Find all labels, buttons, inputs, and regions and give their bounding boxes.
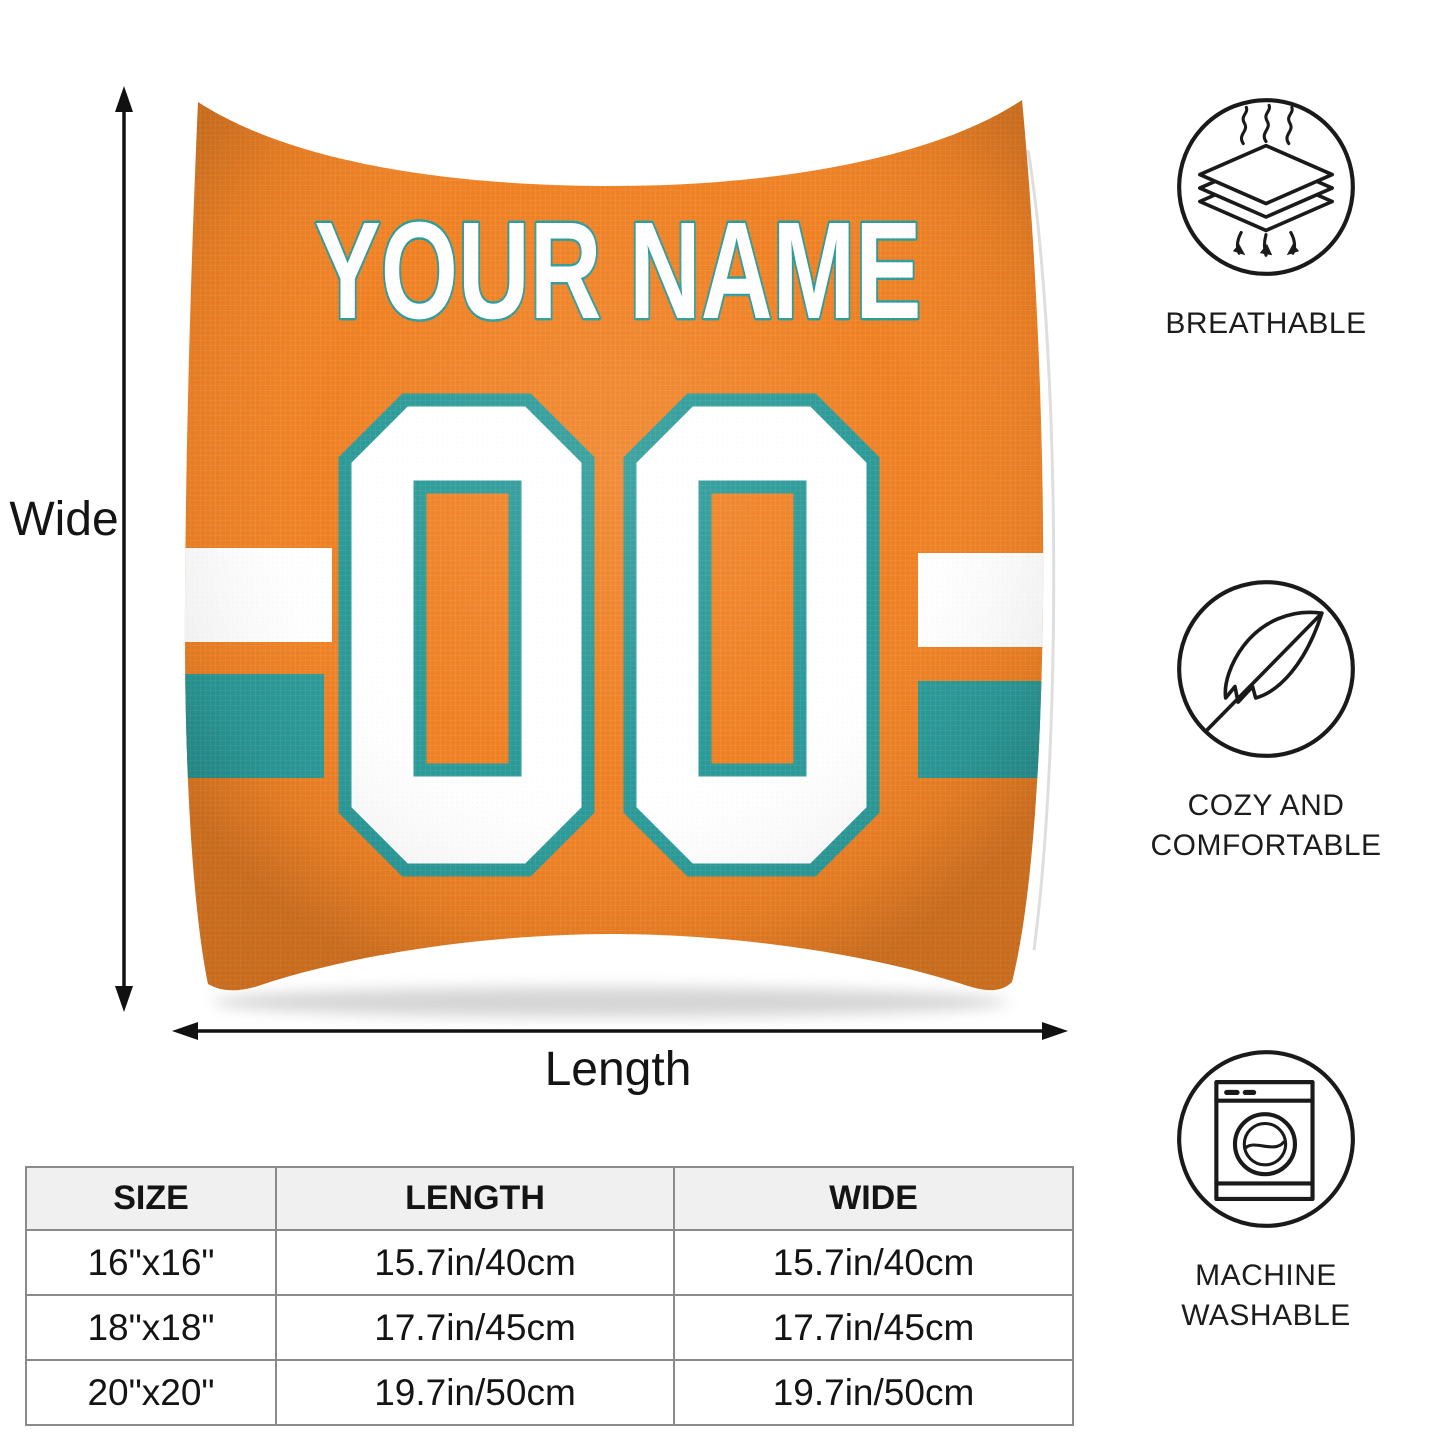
length-dimension-arrow — [172, 1022, 1068, 1040]
feature-breathable-label: BREATHABLE — [1165, 307, 1367, 340]
size-table-header: SIZE — [25, 1166, 277, 1231]
table-cell: 19.7in/50cm — [275, 1359, 675, 1426]
feature-washable-label: MACHINE WASHABLE — [1181, 1259, 1351, 1332]
size-table-header: WIDE — [673, 1166, 1074, 1231]
insert-pillow-edge — [1026, 149, 1056, 951]
table-cell: 15.7in/40cm — [275, 1229, 675, 1296]
size-table-header-row: SIZE LENGTH WIDE — [25, 1166, 1074, 1231]
table-cell: 17.7in/45cm — [673, 1294, 1074, 1361]
size-table-row: 20"x20" 19.7in/50cm 19.7in/50cm — [25, 1359, 1074, 1426]
table-cell: 20"x20" — [25, 1359, 277, 1426]
wide-label: Wide — [9, 493, 119, 546]
breathable-layers-icon — [1177, 98, 1355, 276]
table-cell: 17.7in/45cm — [275, 1294, 675, 1361]
table-cell: 16"x16" — [25, 1229, 277, 1296]
fabric-shading — [184, 100, 1044, 991]
size-table-row: 18"x18" 17.7in/45cm 17.7in/45cm — [25, 1294, 1074, 1361]
feather-icon — [1177, 580, 1355, 758]
size-table-row: 16"x16" 15.7in/40cm 15.7in/40cm — [25, 1229, 1074, 1296]
pillow-shadow — [212, 987, 1008, 1017]
table-cell: 15.7in/40cm — [673, 1229, 1074, 1296]
size-table: SIZE LENGTH WIDE 16"x16" 15.7in/40cm 15.… — [25, 1166, 1074, 1426]
wide-dimension-arrow — [115, 86, 133, 1012]
table-cell: 19.7in/50cm — [673, 1359, 1074, 1426]
washing-machine-icon — [1177, 1050, 1355, 1228]
table-cell: 18"x18" — [25, 1294, 277, 1361]
size-table-header: LENGTH — [275, 1166, 675, 1231]
feature-washable: MACHINE WASHABLE — [1112, 1048, 1420, 1336]
length-label: Length — [544, 1043, 692, 1096]
feature-breathable: BREATHABLE — [1112, 96, 1420, 344]
feature-cozy: COZY AND COMFORTABLE — [1112, 578, 1420, 866]
feature-cozy-label: COZY AND COMFORTABLE — [1150, 789, 1382, 862]
